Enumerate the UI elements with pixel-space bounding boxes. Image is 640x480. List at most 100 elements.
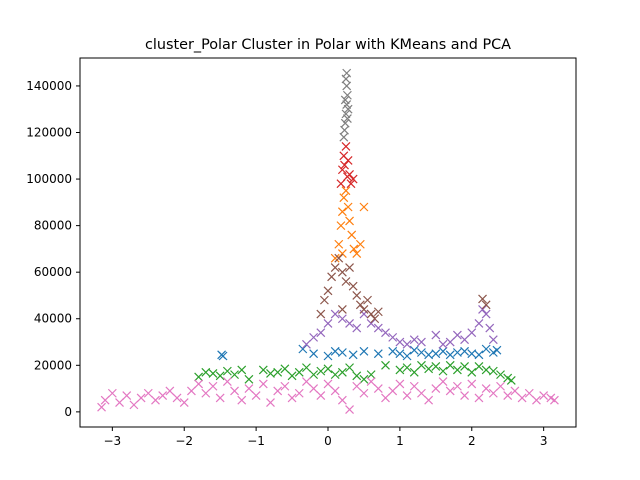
series-4 (336, 142, 358, 189)
data-point (339, 193, 349, 203)
data-point (330, 346, 340, 356)
data-point (481, 365, 491, 375)
data-point (218, 351, 228, 361)
data-point (334, 239, 344, 249)
data-point (230, 370, 239, 380)
data-point (172, 393, 182, 403)
data-point (323, 286, 333, 296)
data-point (496, 370, 505, 380)
data-point (488, 366, 498, 376)
data-point (438, 366, 448, 376)
data-point (524, 388, 534, 398)
plot-frame (79, 57, 577, 428)
data-point (460, 362, 470, 371)
y-tick-label: 120000 (26, 125, 72, 139)
data-point (366, 370, 376, 380)
data-point (478, 305, 487, 314)
data-point (337, 348, 347, 357)
data-point (366, 318, 376, 328)
data-point (230, 386, 239, 396)
data-point (334, 253, 344, 263)
data-point (348, 174, 358, 184)
y-tick-label: 60000 (34, 265, 72, 279)
data-point (445, 337, 455, 347)
data-point (452, 381, 462, 391)
data-point (215, 371, 225, 381)
data-point (302, 339, 311, 349)
data-point (336, 179, 346, 189)
data-point (395, 337, 405, 347)
data-point (330, 370, 340, 380)
series-7 (97, 377, 559, 414)
data-point (337, 249, 347, 258)
data-point (323, 379, 333, 389)
data-point (273, 386, 283, 396)
x-tick-label: −2 (175, 434, 193, 448)
data-point (431, 349, 441, 359)
data-point (330, 309, 340, 319)
data-point (474, 393, 484, 403)
data-point (481, 300, 491, 310)
data-point (343, 202, 353, 212)
data-point (258, 379, 268, 389)
data-point (342, 114, 352, 123)
data-point (340, 125, 349, 135)
series-2 (330, 186, 369, 263)
data-point (273, 367, 283, 377)
data-point (201, 388, 211, 398)
data-point (431, 384, 441, 394)
data-point (337, 314, 347, 324)
data-point (244, 374, 254, 384)
data-point (496, 381, 505, 391)
data-point (467, 367, 477, 377)
data-point (474, 318, 484, 328)
data-point (348, 350, 358, 360)
data-point (395, 349, 405, 359)
data-point (352, 371, 362, 381)
data-point (438, 377, 448, 387)
data-point (343, 156, 353, 165)
data-point (506, 376, 516, 385)
data-point (355, 300, 365, 310)
data-point (341, 277, 351, 286)
data-point (445, 360, 455, 370)
data-point (143, 388, 153, 398)
data-point (316, 328, 326, 338)
data-point (165, 386, 175, 396)
data-point (452, 365, 462, 375)
data-point (266, 369, 275, 378)
x-tick-label: 0 (324, 434, 332, 448)
data-point (402, 339, 412, 349)
data-point (337, 207, 347, 217)
data-point (323, 364, 333, 374)
data-point (373, 323, 383, 333)
data-point (237, 365, 247, 375)
data-point (485, 323, 495, 333)
data-point (373, 384, 383, 394)
data-point (316, 366, 326, 376)
data-point (467, 328, 477, 338)
data-point (347, 230, 357, 240)
data-point (388, 346, 398, 356)
data-point (481, 384, 491, 394)
data-point (208, 369, 218, 378)
data-point (327, 272, 337, 282)
x-tick-label: 2 (468, 434, 476, 448)
data-point (388, 332, 398, 342)
data-point (359, 202, 369, 212)
data-point (337, 367, 347, 377)
y-tick-label: 40000 (34, 312, 72, 326)
series-6 (316, 253, 491, 324)
data-point (438, 339, 448, 349)
data-point (316, 391, 326, 400)
data-point (323, 318, 333, 328)
y-tick-label: 140000 (26, 79, 72, 93)
data-point (294, 388, 304, 398)
chart-title: cluster_Polar Cluster in Polar with KMea… (145, 37, 511, 53)
data-point (222, 377, 232, 387)
data-point (302, 363, 311, 373)
data-point (298, 344, 308, 354)
data-point (345, 405, 354, 414)
y-tick-label: 20000 (34, 358, 72, 372)
